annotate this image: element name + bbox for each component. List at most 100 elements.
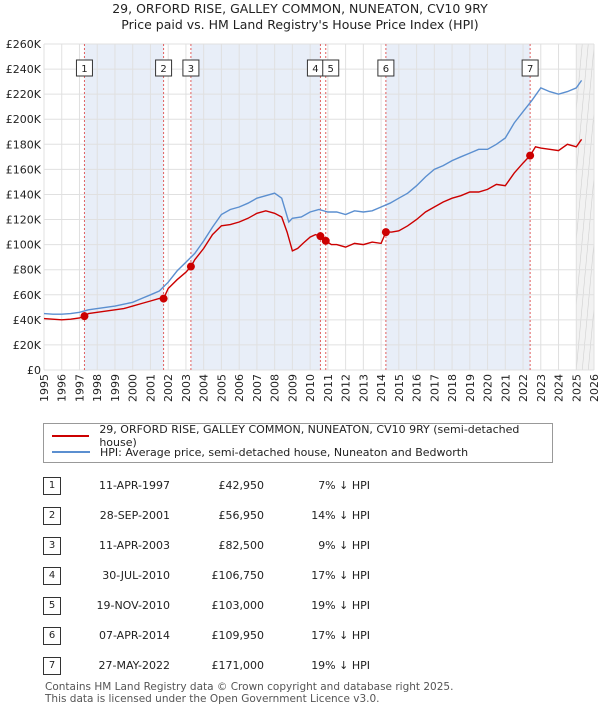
- future-hatch: [576, 44, 594, 243]
- x-tick-label: 1999: [109, 374, 122, 402]
- sale-number: 7: [43, 657, 61, 675]
- chart-title: 29, ORFORD RISE, GALLEY COMMON, NUNEATON…: [112, 1, 488, 16]
- x-tick-label: 2026: [588, 374, 600, 402]
- y-tick-label: £260K: [6, 38, 42, 51]
- y-tick-label: £180K: [6, 138, 42, 151]
- sale-price: £103,000: [211, 599, 265, 612]
- sale-price: £106,750: [211, 569, 265, 582]
- sale-hpi-diff: 14% ↓ HPI: [311, 509, 370, 522]
- x-tick-label: 1996: [56, 374, 69, 402]
- x-tick-label: 2004: [198, 374, 211, 402]
- table-row: 5 19-NOV-2010 £103,000 19% ↓ HPI: [0, 590, 600, 620]
- sale-date: 30-JUL-2010: [102, 569, 170, 582]
- sale-label-box: [322, 59, 340, 77]
- sale-price: £171,000: [211, 659, 265, 672]
- x-tick-label: 2000: [127, 374, 140, 402]
- x-tick-label: 2011: [322, 374, 335, 402]
- sale-label-box: [182, 59, 200, 77]
- sale-point: [321, 236, 330, 245]
- future-hatch: [576, 44, 589, 178]
- sale-point: [316, 232, 325, 241]
- table-row: 4 30-JUL-2010 £106,750 17% ↓ HPI: [0, 560, 600, 590]
- sale-price: £109,950: [211, 629, 265, 642]
- sale-date: 28-SEP-2001: [99, 509, 170, 522]
- sale-point: [186, 262, 195, 271]
- y-tick-label: £40K: [13, 314, 42, 327]
- x-tick-label: 2005: [215, 374, 228, 402]
- series-line-hpi: [43, 79, 583, 315]
- sale-hpi-diff: 7% ↓ HPI: [318, 479, 370, 492]
- sale-label-text: 6: [383, 64, 389, 75]
- y-tick-label: £100K: [6, 239, 42, 252]
- sale-point: [526, 151, 535, 160]
- x-tick-label: 2025: [570, 374, 583, 402]
- x-tick-label: 2001: [144, 374, 157, 402]
- legend-item-hpi: HPI: Average price, semi-detached house,…: [52, 444, 468, 460]
- sale-hpi-diff: 19% ↓ HPI: [311, 659, 370, 672]
- sale-label-box: [377, 59, 395, 77]
- x-tick-label: 2002: [162, 374, 175, 402]
- sale-date: 19-NOV-2010: [96, 599, 170, 612]
- table-row: 6 07-APR-2014 £109,950 17% ↓ HPI: [0, 620, 600, 650]
- legend: 29, ORFORD RISE, GALLEY COMMON, NUNEATON…: [43, 423, 553, 463]
- sale-point: [159, 294, 168, 303]
- x-tick-label: 2022: [517, 374, 530, 402]
- sale-number: 6: [43, 627, 61, 645]
- x-tick-label: 2019: [464, 374, 477, 402]
- sale-date: 11-APR-1997: [98, 479, 170, 492]
- legend-label-hpi: HPI: Average price, semi-detached house,…: [100, 445, 469, 459]
- series-line-property: [43, 138, 583, 321]
- chart-subtitle: Price paid vs. HM Land Registry's House …: [121, 17, 479, 32]
- y-tick-label: £160K: [6, 163, 42, 176]
- sale-hpi-diff: 17% ↓ HPI: [311, 629, 370, 642]
- legend-item-property: 29, ORFORD RISE, GALLEY COMMON, NUNEATON…: [52, 423, 552, 449]
- x-tick-label: 2009: [286, 374, 299, 402]
- table-row: 7 27-MAY-2022 £171,000 19% ↓ HPI: [0, 650, 600, 680]
- y-tick-label: £240K: [6, 63, 42, 76]
- future-hatch: [587, 304, 594, 370]
- sale-price: £42,950: [218, 479, 265, 492]
- x-tick-label: 2024: [553, 374, 566, 402]
- x-tick-label: 2013: [357, 374, 370, 402]
- sale-span-shade: [190, 44, 321, 370]
- y-tick-label: £140K: [6, 188, 42, 201]
- x-tick-label: 2016: [411, 374, 424, 402]
- legend-label-property: 29, ORFORD RISE, GALLEY COMMON, NUNEATON…: [99, 423, 520, 449]
- sale-label-text: 4: [312, 64, 318, 75]
- sale-number: 1: [43, 477, 61, 495]
- footer-copyright: Contains HM Land Registry data © Crown c…: [45, 681, 454, 693]
- x-tick-label: 2007: [251, 374, 264, 402]
- future-hatch: [576, 173, 594, 370]
- sale-label-text: 3: [188, 64, 194, 75]
- x-tick-label: 2017: [428, 374, 441, 402]
- table-row: 1 11-APR-1997 £42,950 7% ↓ HPI: [0, 470, 600, 500]
- x-tick-label: 1995: [38, 374, 51, 402]
- future-hatch: [581, 239, 594, 370]
- x-tick-label: 1997: [73, 374, 86, 402]
- sale-label-box: [521, 59, 539, 77]
- x-tick-label: 2021: [499, 374, 512, 402]
- future-hatch: [576, 108, 594, 309]
- sale-hpi-diff: 17% ↓ HPI: [311, 569, 370, 582]
- x-tick-label: 2010: [304, 374, 317, 402]
- table-row: 3 11-APR-2003 £82,500 9% ↓ HPI: [0, 530, 600, 560]
- y-tick-label: £200K: [6, 113, 42, 126]
- y-tick-label: £20K: [13, 339, 42, 352]
- sale-number: 4: [43, 567, 61, 585]
- sale-label-text: 5: [328, 64, 334, 75]
- x-tick-label: 1998: [91, 374, 104, 402]
- x-tick-label: 2018: [446, 374, 459, 402]
- x-tick-label: 2020: [482, 374, 495, 402]
- sale-point: [80, 312, 89, 321]
- x-tick-label: 2015: [393, 374, 406, 402]
- sale-number: 5: [43, 597, 61, 615]
- future-hatch: [593, 369, 594, 370]
- x-tick-label: 2023: [535, 374, 548, 402]
- y-tick-label: £220K: [6, 88, 42, 101]
- sale-label-box: [75, 59, 93, 77]
- sale-point: [381, 228, 390, 237]
- x-tick-label: 2006: [233, 374, 246, 402]
- legend-swatch-red: [52, 435, 90, 437]
- sale-number: 2: [43, 507, 61, 525]
